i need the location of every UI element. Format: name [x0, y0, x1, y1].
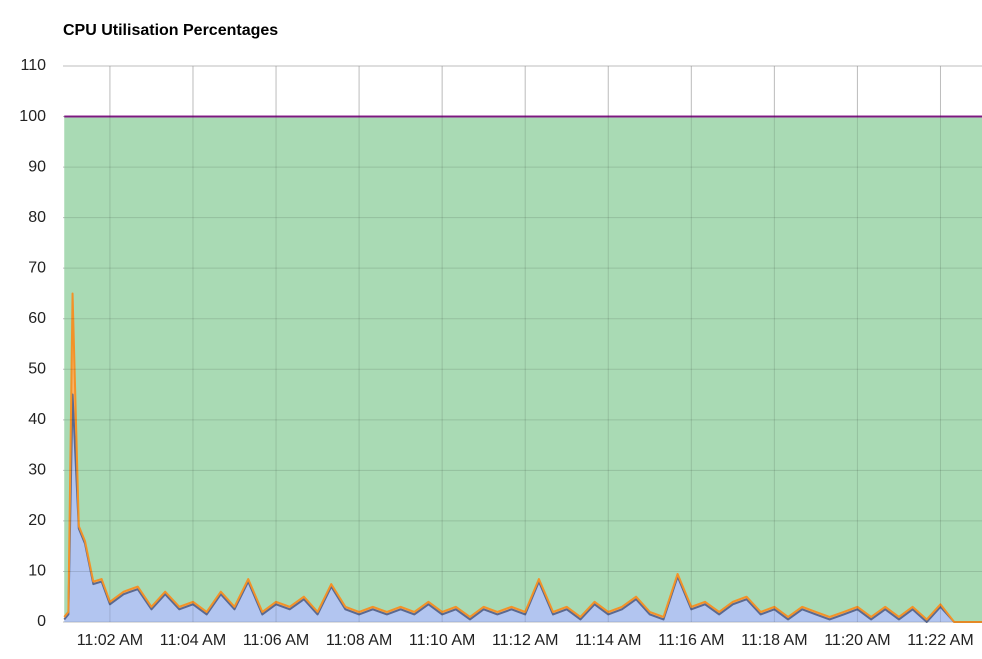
area-line	[63, 393, 982, 623]
y-tick-label: 40	[28, 411, 46, 428]
y-tick-label: 60	[28, 310, 46, 327]
x-tick-label: 11:10 AM	[409, 632, 475, 649]
x-tick-label: 11:08 AM	[326, 632, 392, 649]
x-tick-label: 11:20 AM	[824, 632, 890, 649]
y-tick-label: 30	[28, 462, 46, 479]
y-tick-label: 100	[19, 108, 46, 125]
x-tick-label: 11:06 AM	[243, 632, 309, 649]
x-tick-label: 11:22 AM	[907, 632, 973, 649]
x-tick-label: 11:14 AM	[575, 632, 641, 649]
y-tick-label: 50	[28, 360, 46, 377]
y-tick-label: 20	[28, 512, 46, 529]
chart-title: CPU Utilisation Percentages	[63, 22, 278, 39]
y-tick-label: 70	[28, 259, 46, 276]
x-tick-label: 11:12 AM	[492, 632, 558, 649]
area	[64, 116, 982, 622]
x-tick-label: 11:18 AM	[741, 632, 807, 649]
x-tick-label: 11:16 AM	[658, 632, 724, 649]
x-tick-label: 11:02 AM	[77, 632, 143, 649]
x-tick-label: 11:04 AM	[160, 632, 226, 649]
y-tick-label: 0	[37, 613, 46, 630]
area-line	[63, 292, 982, 623]
y-tick-label: 90	[28, 158, 46, 175]
y-tick-label: 10	[28, 563, 46, 580]
y-tick-label: 80	[28, 209, 46, 226]
y-tick-label: 110	[20, 57, 46, 74]
